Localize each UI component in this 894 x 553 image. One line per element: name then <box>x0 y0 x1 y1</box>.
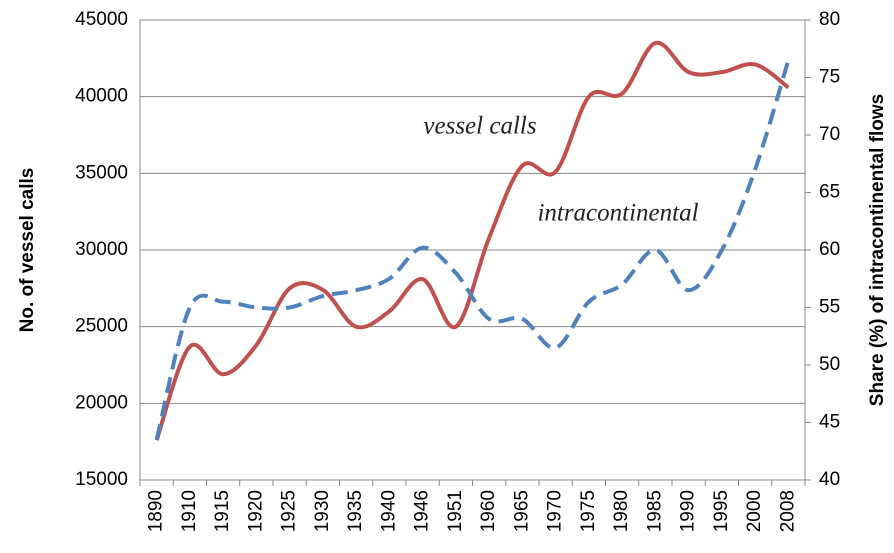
x-tick-label: 1985 <box>644 490 665 532</box>
series-line <box>154 59 791 441</box>
x-tick-label: 1990 <box>678 490 699 532</box>
y2-tick-label: 45 <box>819 412 840 433</box>
x-tick-label: 1960 <box>478 490 499 532</box>
x-tick-label: 1965 <box>511 490 532 532</box>
y-tick-label: 40000 <box>75 86 128 107</box>
y2-tick-label: 80 <box>819 9 840 30</box>
y-tick-label: 25000 <box>75 316 128 337</box>
x-tick-label: 1995 <box>711 490 732 532</box>
x-tick-label: 1925 <box>279 490 300 532</box>
y2-tick-label: 70 <box>819 124 840 145</box>
x-tick-label: 1930 <box>312 490 333 532</box>
x-tick-label: 1980 <box>611 490 632 532</box>
series-line <box>154 40 790 441</box>
x-tick-label: 1890 <box>146 490 167 532</box>
y2-tick-label: 60 <box>819 239 840 260</box>
x-tick-label: 1915 <box>212 490 233 532</box>
annotation: vessel calls <box>423 113 536 140</box>
y-tick-label: 30000 <box>75 239 128 260</box>
x-tick-label: 1910 <box>179 490 200 532</box>
x-tick-label: 1970 <box>545 490 566 532</box>
annotation: intracontinental <box>537 200 698 227</box>
y2-tick-label: 40 <box>819 469 840 490</box>
y-tick-label: 20000 <box>75 392 128 413</box>
x-tick-label: 1935 <box>345 490 366 532</box>
y-tick-label: 35000 <box>75 162 128 183</box>
x-tick-label: 1951 <box>445 490 466 532</box>
y-tick-label: 15000 <box>75 469 128 490</box>
x-tick-label: 1946 <box>412 490 433 532</box>
y2-tick-label: 65 <box>819 182 840 203</box>
x-tick-label: 1975 <box>578 490 599 532</box>
y-axis-title: No. of vessel calls <box>17 168 38 333</box>
y2-axis-title: Share (%) of intracontinental flows <box>867 94 888 406</box>
x-tick-label: 1920 <box>245 490 266 532</box>
x-tick-label: 2008 <box>777 490 798 532</box>
x-tick-label: 1940 <box>378 490 399 532</box>
y2-tick-label: 50 <box>819 354 840 375</box>
y2-tick-label: 55 <box>819 297 840 318</box>
x-tick-label: 2000 <box>744 490 765 532</box>
y2-tick-label: 75 <box>819 67 840 88</box>
y-tick-label: 45000 <box>75 9 128 30</box>
